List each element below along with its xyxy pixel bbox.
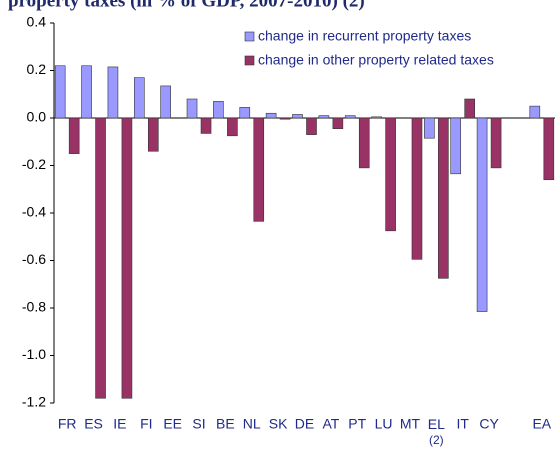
y-tick-label: -0.4 <box>22 204 46 220</box>
legend-label: change in other property related taxes <box>258 52 494 68</box>
x-tick-label: FR <box>58 416 77 432</box>
bar <box>476 117 488 312</box>
x-tick-label: MT <box>400 416 421 432</box>
x-tick-label: SI <box>192 416 205 432</box>
x-tick-label: CY <box>479 416 499 432</box>
y-tick-label: -1.2 <box>22 394 46 410</box>
x-tick-label: BE <box>216 416 235 432</box>
bar <box>227 117 238 137</box>
x-tick-label: FI <box>140 416 152 432</box>
bar <box>543 117 555 181</box>
legend-swatch <box>244 55 255 66</box>
bar <box>95 117 106 399</box>
bar <box>147 117 159 152</box>
bar <box>438 117 449 279</box>
bar <box>68 117 80 154</box>
bar <box>292 114 303 119</box>
bar <box>160 85 171 119</box>
bar <box>450 117 462 175</box>
x-tick-label: NL <box>243 416 261 432</box>
bar <box>371 116 382 119</box>
bar <box>464 98 476 119</box>
legend-swatch <box>244 31 255 42</box>
x-tick-label: EL (2) <box>428 416 445 447</box>
x-tick-label: EA <box>532 416 551 432</box>
bar <box>121 117 133 399</box>
y-tick-label: 0.4 <box>27 14 47 30</box>
x-tick-label: SK <box>269 416 288 432</box>
bar <box>279 117 291 120</box>
bar <box>107 66 119 119</box>
bar <box>490 117 502 169</box>
bar <box>332 117 344 129</box>
y-tick-label: -0.2 <box>22 156 46 172</box>
x-tick-label: IT <box>456 416 469 432</box>
bar <box>344 115 356 119</box>
bar <box>358 117 370 169</box>
chart-title: property taxes (in % of GDP, 2007-2010) … <box>8 0 365 11</box>
y-tick-label: -0.8 <box>22 299 46 315</box>
bar <box>213 101 224 119</box>
bar <box>411 117 423 260</box>
bar <box>318 115 330 119</box>
y-tick-label: -1.0 <box>22 346 46 362</box>
bar <box>253 117 265 222</box>
bar <box>385 117 396 232</box>
x-tick-label: AT <box>322 416 339 432</box>
x-tick-label: LU <box>375 416 393 432</box>
x-tick-label: IE <box>113 416 126 432</box>
bar <box>186 98 198 119</box>
y-tick-label: -0.6 <box>22 251 46 267</box>
bar <box>54 65 66 119</box>
y-tick-label: 0.0 <box>27 109 47 125</box>
bar <box>239 107 251 119</box>
bar <box>81 65 92 119</box>
y-tick-label: 0.2 <box>27 61 47 77</box>
bar <box>200 117 212 134</box>
legend-label: change in recurrent property taxes <box>258 28 471 44</box>
x-tick-label: EE <box>163 416 182 432</box>
x-tick-label: ES <box>84 416 103 432</box>
bar <box>265 112 277 119</box>
bar <box>133 77 145 119</box>
x-tick-label: PT <box>348 416 366 432</box>
bar <box>306 117 317 135</box>
bar <box>529 105 541 119</box>
bar <box>424 117 435 139</box>
x-tick-label: DE <box>295 416 314 432</box>
